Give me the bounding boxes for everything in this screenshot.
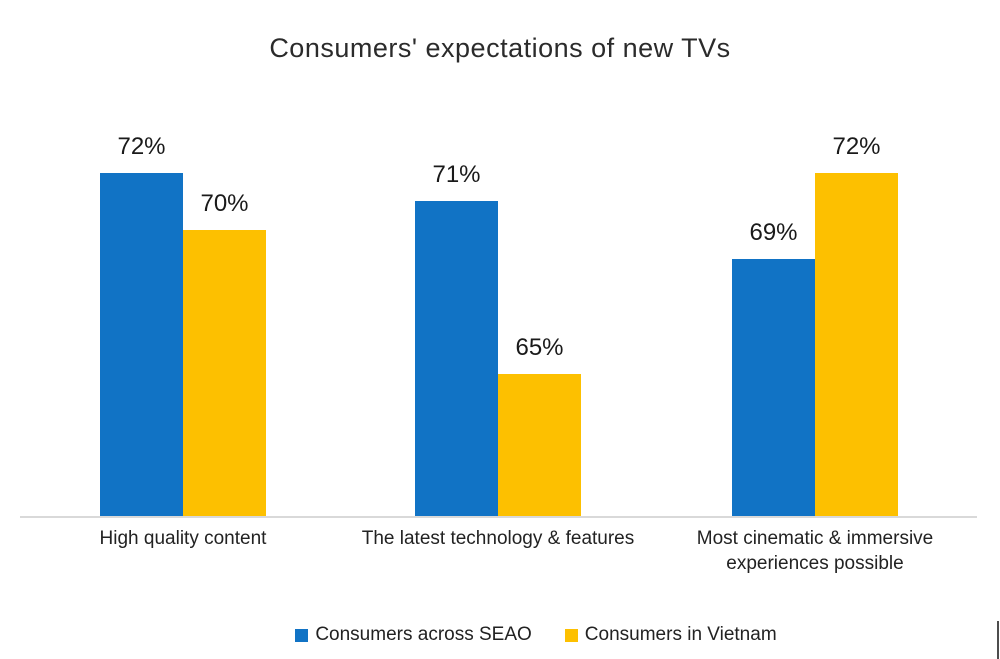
legend-item-vietnam: Consumers in Vietnam bbox=[564, 624, 777, 646]
bar-seao-latest-technology: 71% bbox=[415, 161, 498, 517]
legend-swatch-blue-icon bbox=[295, 628, 309, 642]
bar-seao-cinematic-immersive: 69% bbox=[732, 219, 815, 517]
legend: Consumers across SEAO Consumers in Vietn… bbox=[36, 620, 1000, 650]
legend-label-vietnam: Consumers in Vietnam bbox=[584, 624, 777, 645]
category-label-latest-technology: The latest technology & features bbox=[361, 528, 635, 549]
data-label: 71% bbox=[432, 161, 481, 189]
bar-group-cinematic-immersive: 69% 72% bbox=[732, 0, 898, 517]
legend-item-seao: Consumers across SEAO bbox=[295, 624, 532, 646]
category-label-high-quality-content: High quality content bbox=[99, 528, 267, 549]
data-label: 65% bbox=[515, 333, 564, 361]
data-label: 72% bbox=[832, 132, 881, 160]
category-label-cinematic-immersive: Most cinematic & immersive experiences p… bbox=[696, 528, 934, 574]
data-label: 72% bbox=[117, 132, 166, 160]
data-label: 69% bbox=[749, 218, 798, 246]
bar-group-high-quality-content: 72% 70% bbox=[100, 0, 266, 517]
baseline-axis bbox=[20, 516, 977, 518]
bar-vietnam-latest-technology: 65% bbox=[498, 334, 581, 517]
scrollbar-fragment[interactable] bbox=[997, 621, 999, 659]
legend-label-seao: Consumers across SEAO bbox=[315, 624, 532, 645]
data-label: 70% bbox=[200, 190, 249, 217]
chart-title: Consumers' expectations of new TVs bbox=[269, 33, 731, 63]
bar-vietnam-cinematic-immersive: 72% bbox=[815, 133, 898, 517]
bar-seao-high-quality-content: 72% bbox=[100, 133, 183, 517]
bar-group-latest-technology: 71% 65% bbox=[415, 0, 581, 517]
legend-swatch-yellow-icon bbox=[564, 628, 578, 642]
bar-vietnam-high-quality-content: 70% bbox=[183, 190, 266, 517]
